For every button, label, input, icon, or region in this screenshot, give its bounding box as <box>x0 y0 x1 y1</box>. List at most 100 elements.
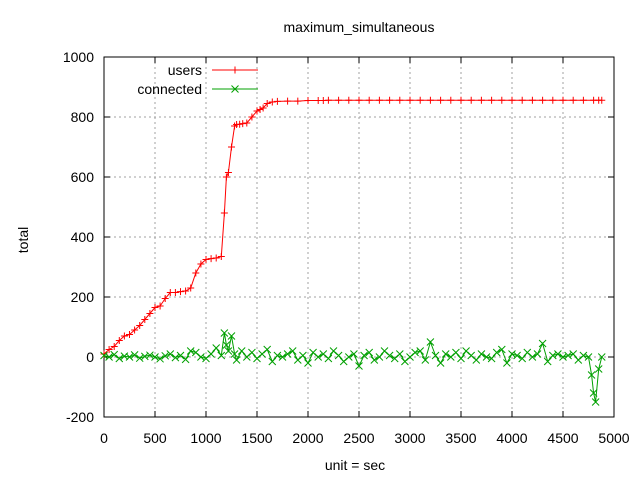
data-point-users <box>345 96 353 104</box>
data-point-connected <box>431 351 440 360</box>
data-point-connected <box>230 350 239 358</box>
x-tick-label: 3000 <box>394 430 425 446</box>
data-point-connected <box>197 353 205 361</box>
data-point-connected <box>508 350 516 358</box>
data-point-connected <box>416 347 425 355</box>
data-point-connected <box>518 354 527 363</box>
data-point-users <box>375 96 383 104</box>
legend-label-connected: connected <box>137 81 202 97</box>
data-point-users <box>182 287 190 295</box>
data-point-connected <box>186 347 195 355</box>
data-point-users <box>207 255 215 263</box>
series-line-users <box>103 99 602 355</box>
data-point-users <box>365 96 373 104</box>
data-point-users <box>259 104 267 112</box>
data-point-connected <box>224 347 233 355</box>
x-tick-label: 1000 <box>190 430 221 446</box>
data-point-users <box>161 295 169 302</box>
data-point-connected <box>161 351 170 360</box>
data-point-users <box>151 304 159 311</box>
data-point-users <box>528 96 536 104</box>
y-tick-label: -200 <box>66 409 94 425</box>
data-point-connected <box>100 351 108 360</box>
data-point-users <box>171 289 179 296</box>
data-point-connected <box>207 350 215 358</box>
data-point-connected <box>283 350 292 358</box>
data-point-connected <box>584 353 593 361</box>
legend-label-users: users <box>168 62 202 78</box>
data-point-users <box>416 96 424 104</box>
x-tick-label: 2000 <box>292 430 323 446</box>
data-point-users <box>239 120 247 128</box>
data-point-users <box>335 96 343 104</box>
data-point-connected <box>482 353 491 361</box>
y-tick-label: 800 <box>71 109 95 125</box>
data-point-connected <box>513 351 521 360</box>
grid <box>104 57 614 417</box>
data-point-users <box>126 331 133 338</box>
data-point-users <box>222 173 230 181</box>
data-point-users <box>437 96 445 104</box>
data-point-connected <box>411 348 419 357</box>
data-point-users <box>396 96 404 104</box>
data-point-connected <box>472 356 481 364</box>
data-point-users <box>539 96 547 104</box>
x-tick-label: 0 <box>100 430 108 446</box>
data-point-connected <box>528 353 537 361</box>
data-point-connected <box>232 356 241 364</box>
data-point-connected <box>166 350 175 358</box>
data-point-connected <box>477 350 486 358</box>
data-point-users <box>268 98 276 106</box>
data-point-users <box>324 96 332 104</box>
data-point-connected <box>140 352 149 361</box>
data-point-connected <box>181 355 190 364</box>
data-point-connected <box>594 365 603 373</box>
data-point-users <box>488 96 496 104</box>
data-point-users <box>294 97 302 105</box>
y-tick-label: 1000 <box>63 49 94 65</box>
data-point-users <box>146 310 154 317</box>
data-point-connected <box>548 351 557 360</box>
x-axis-label: unit = sec <box>325 457 385 473</box>
x-tick-label: 4500 <box>547 430 578 446</box>
data-point-connected <box>589 389 598 397</box>
data-point-users <box>447 96 455 104</box>
data-point-users <box>212 254 220 262</box>
data-point-users <box>192 269 200 277</box>
data-point-users <box>253 107 261 115</box>
data-point-connected <box>457 354 465 363</box>
data-point-connected <box>248 348 256 357</box>
data-point-connected <box>237 347 246 355</box>
data-point-connected <box>334 351 343 360</box>
data-point-users <box>110 343 118 350</box>
y-tick-label: 400 <box>71 229 95 245</box>
data-point-connected <box>227 332 236 340</box>
data-point-connected <box>591 398 600 406</box>
data-point-users <box>549 96 557 104</box>
data-point-connected <box>130 351 139 359</box>
data-point-connected <box>115 354 124 363</box>
data-point-users <box>220 209 228 217</box>
data-point-connected <box>263 345 272 354</box>
data-point-users <box>569 96 577 104</box>
data-point-connected <box>304 359 312 367</box>
data-point-users <box>217 253 225 260</box>
data-point-connected <box>288 347 297 355</box>
chart-title: maximum_simultaneous <box>284 19 435 35</box>
data-point-users <box>248 113 256 121</box>
data-point-connected <box>597 353 606 361</box>
y-tick-label: 200 <box>71 289 95 305</box>
x-tick-label: 500 <box>143 430 167 446</box>
data-point-connected <box>441 350 450 358</box>
data-point-connected <box>151 353 159 361</box>
data-point-connected <box>350 350 358 358</box>
series-connected <box>100 329 606 406</box>
data-point-connected <box>110 350 119 359</box>
data-point-users <box>518 96 526 104</box>
data-point-users <box>355 96 363 104</box>
data-point-connected <box>278 353 287 361</box>
data-point-users <box>120 332 128 340</box>
series-line-connected <box>103 332 603 403</box>
data-point-connected <box>395 350 404 358</box>
